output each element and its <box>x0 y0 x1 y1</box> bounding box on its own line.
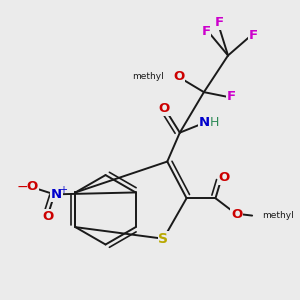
Text: O: O <box>231 208 242 221</box>
Text: +: + <box>59 184 67 194</box>
Text: F: F <box>226 91 236 103</box>
Text: O: O <box>27 180 38 193</box>
Text: F: F <box>201 25 210 38</box>
Text: O: O <box>42 210 53 223</box>
Text: methyl: methyl <box>262 211 293 220</box>
Text: S: S <box>158 232 168 246</box>
Text: F: F <box>248 29 258 42</box>
Text: O: O <box>159 102 170 115</box>
Text: O: O <box>218 172 230 184</box>
Text: N: N <box>198 116 209 128</box>
Text: methyl: methyl <box>133 72 164 81</box>
Text: F: F <box>215 16 224 29</box>
Text: O: O <box>173 70 184 83</box>
Text: H: H <box>210 116 219 128</box>
Text: −: − <box>17 180 28 194</box>
Text: N: N <box>51 188 62 201</box>
